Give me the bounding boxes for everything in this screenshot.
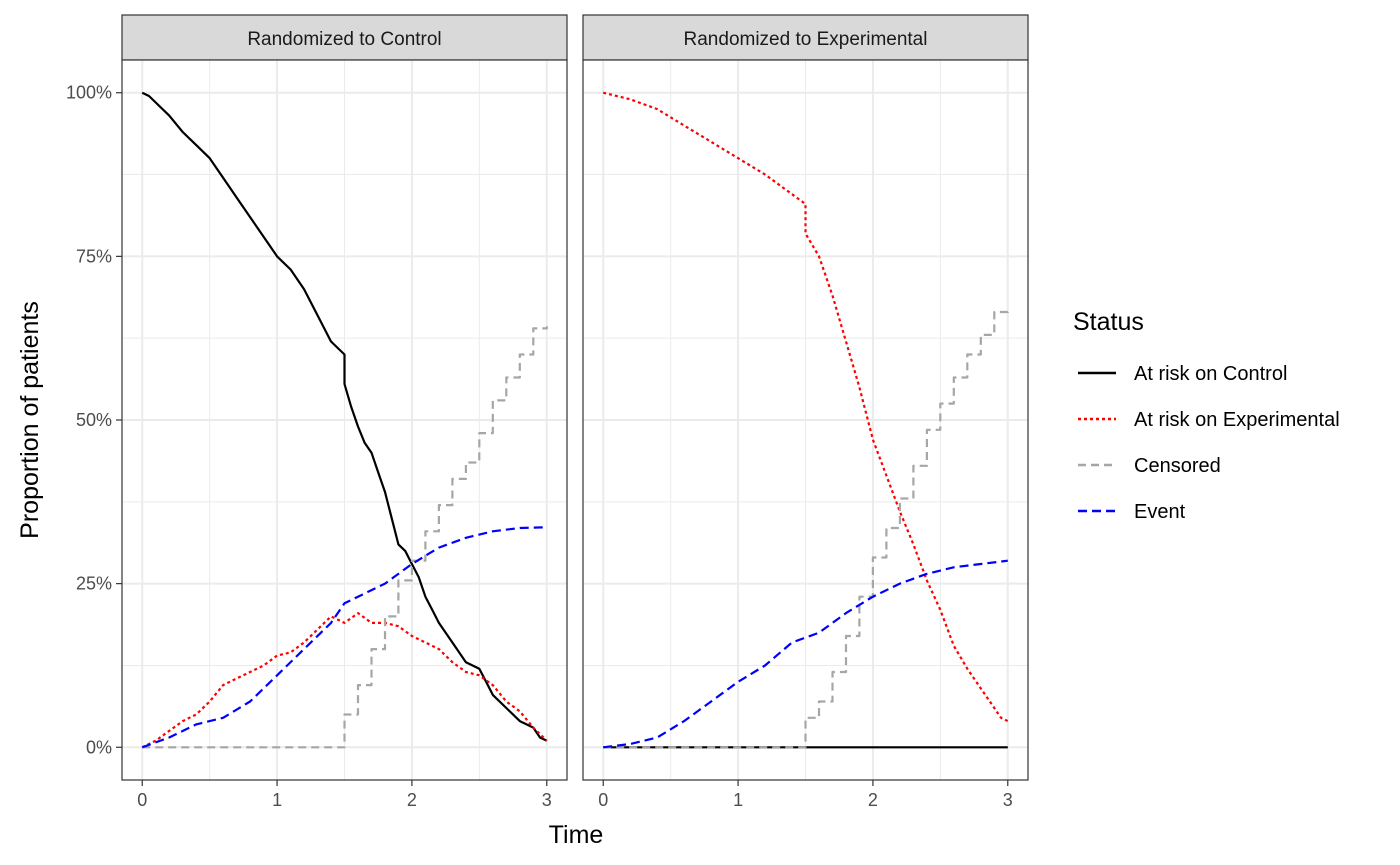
x-tick-label: 2 xyxy=(407,790,417,810)
x-axis-title: Time xyxy=(549,821,604,849)
series-line-at-risk-on-experimental xyxy=(141,612,548,749)
plot-area-experimental xyxy=(582,59,1029,781)
x-axis: 0 1 2 3 0 1 2 3 xyxy=(137,780,1013,810)
panel-title-control: Randomized to Control xyxy=(247,29,441,50)
y-axis-title: Proportion of patients xyxy=(16,301,44,539)
series-line-at-risk-on-control xyxy=(141,91,548,742)
legend-label: At risk on Experimental xyxy=(1134,409,1340,431)
legend-label: At risk on Control xyxy=(1134,363,1287,385)
series-line-event xyxy=(141,526,547,749)
x-tick-label: 2 xyxy=(868,790,878,810)
y-tick-label: 75% xyxy=(76,246,112,266)
strip-background xyxy=(121,14,568,61)
y-tick-label: 25% xyxy=(76,574,112,594)
panel-control: Randomized to Control xyxy=(121,14,568,781)
x-tick-label: 0 xyxy=(137,790,147,810)
legend-title: Status xyxy=(1073,308,1144,336)
x-tick-label: 0 xyxy=(598,790,608,810)
series-line-event xyxy=(603,559,1008,749)
y-tick-label: 100% xyxy=(66,83,112,103)
panel-experimental: Randomized to Experimental xyxy=(582,14,1029,781)
legend-label: Event xyxy=(1134,501,1186,523)
x-tick-label: 3 xyxy=(542,790,552,810)
legend: Status At risk on Control At risk on Expe… xyxy=(1073,308,1340,523)
legend-label: Censored xyxy=(1134,455,1221,477)
panel-title-experimental: Randomized to Experimental xyxy=(684,29,928,50)
y-tick-label: 50% xyxy=(76,410,112,430)
x-tick-label: 1 xyxy=(733,790,743,810)
panel-border xyxy=(582,59,1029,781)
legend-items: At risk on Control At risk on Experimenta… xyxy=(1078,363,1340,523)
y-axis: 0% 25% 50% 75% 100% xyxy=(66,83,122,757)
series-line-censored xyxy=(142,326,548,749)
y-tick-label: 0% xyxy=(86,737,112,757)
strip-background xyxy=(582,14,1029,61)
plot-area-control xyxy=(121,59,568,781)
x-tick-label: 1 xyxy=(272,790,282,810)
x-tick-label: 3 xyxy=(1003,790,1013,810)
